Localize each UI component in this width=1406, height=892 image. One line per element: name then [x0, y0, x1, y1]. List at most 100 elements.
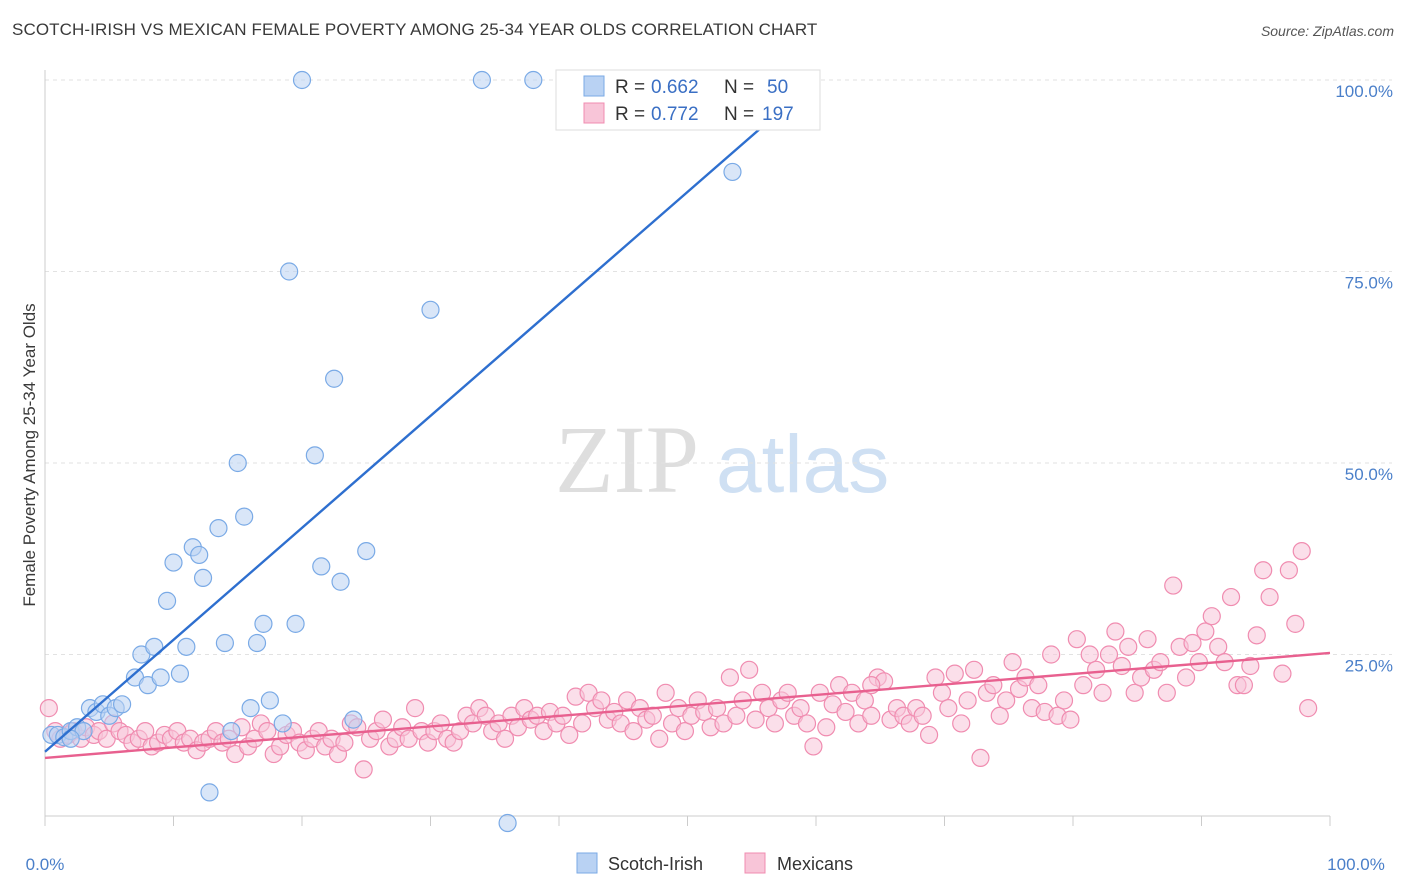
- trend-lines: [44, 79, 1331, 760]
- mexicans-point-175: [1164, 576, 1183, 595]
- mexicans-point-195: [1299, 699, 1318, 718]
- scotch-irish-point-11: [112, 695, 132, 714]
- scotch-irish-point-35: [280, 262, 299, 281]
- mexicans-point-159: [1061, 710, 1080, 729]
- scotch-irish-point-49: [61, 729, 80, 748]
- mexicans-point-178: [1183, 633, 1202, 653]
- mexicans-point-167: [1112, 656, 1131, 676]
- mexicans-point-162: [1080, 645, 1099, 664]
- mexicans-point-171: [1138, 630, 1157, 649]
- mexicans-point-150: [1003, 653, 1022, 672]
- mexicans-point-168: [1119, 637, 1138, 656]
- mexicans-point-186: [1234, 676, 1254, 695]
- mexicans-point-124: [836, 702, 855, 722]
- legend-n-value-2: 197: [762, 104, 794, 125]
- scotch-irish-points: [42, 70, 742, 833]
- mexicans-point-182: [1209, 637, 1228, 656]
- mexicans-point-148: [990, 706, 1009, 725]
- y-tick-label-100: 100.0%: [1335, 82, 1393, 101]
- scotch-irish-point-22: [190, 545, 209, 565]
- mexicans-point-109: [740, 660, 759, 679]
- scotch-irish-point-23: [193, 568, 213, 588]
- chart-title: SCOTCH-IRISH VS MEXICAN FEMALE POVERTY A…: [12, 20, 818, 39]
- y-tick-labels: 25.0% 50.0% 75.0% 100.0%: [1335, 82, 1393, 676]
- mexicans-point-161: [1074, 676, 1093, 695]
- scotch-irish-point-17: [157, 591, 177, 610]
- mexicans-point-128: [862, 706, 881, 725]
- mexicans-point-174: [1157, 683, 1176, 702]
- scotch-irish-point-38: [305, 446, 324, 465]
- mexicans-point-136: [913, 706, 932, 725]
- bottom-legend-swatch-scotch-irish: [576, 852, 598, 874]
- legend-box: R = 0.662 N = 50 R = 0.772 N = 197: [555, 69, 821, 131]
- mexicans-point-107: [727, 706, 746, 725]
- mexicans-point-34: [258, 721, 277, 741]
- y-tick-label-75: 75.0%: [1345, 274, 1393, 293]
- mexicans-point-142: [952, 714, 971, 733]
- mexicans-point-166: [1106, 622, 1125, 641]
- mexicans-point-194: [1292, 541, 1311, 561]
- mexicans-point-57: [405, 699, 425, 718]
- scotch-irish-point-28: [228, 453, 247, 473]
- mexicans-point-160: [1067, 630, 1086, 649]
- mexicans-point-46: [335, 733, 354, 752]
- mexicans-point-181: [1202, 607, 1221, 626]
- legend-n-label-2: N =: [724, 104, 754, 125]
- mexicans-point-139: [932, 683, 952, 702]
- mexicans-point-193: [1286, 614, 1305, 633]
- mexicans-point-83: [573, 714, 592, 733]
- mexicans-point-15: [136, 721, 155, 741]
- scotch-irish-point-32: [254, 614, 273, 633]
- mexicans-point-169: [1125, 683, 1144, 702]
- scotch-irish-point-30: [241, 699, 260, 718]
- mexicans-point-149: [997, 691, 1016, 710]
- mexicans-point-190: [1260, 587, 1279, 607]
- mexicans-point-119: [804, 737, 823, 756]
- mexicans-point-121: [817, 718, 836, 737]
- scotch-irish-point-46: [498, 813, 517, 833]
- mexicans-point-154: [1029, 676, 1048, 695]
- mexicans-point-165: [1099, 645, 1119, 664]
- mexicans-point-192: [1279, 561, 1298, 580]
- scotch-irish-point-16: [151, 668, 170, 687]
- scotch-irish-point-48: [723, 162, 742, 182]
- mexicans-point-156: [1042, 645, 1061, 664]
- mexicans-point-91: [624, 721, 643, 741]
- scotch-irish-point-31: [247, 633, 267, 653]
- scotch-irish-point-39: [312, 557, 331, 576]
- mexicans-point-110: [746, 710, 765, 729]
- scotch-irish-point-29: [235, 507, 254, 526]
- mexicans-point-106: [720, 668, 740, 687]
- source-label: Source: ZipAtlas.com: [1260, 23, 1394, 39]
- scotch-irish-point-41: [331, 572, 350, 591]
- bottom-legend-label-mexicans: Mexicans: [777, 854, 853, 874]
- mexicans-point-145: [971, 748, 990, 768]
- x-tick-label-max: 100.0%: [1327, 855, 1385, 874]
- scotch-irish-point-43: [357, 541, 376, 561]
- x-tick-label-min: 0.0%: [26, 855, 65, 874]
- mexicans-point-95: [650, 729, 669, 748]
- mexicans-point-111: [752, 683, 772, 702]
- legend-n-label-1: N =: [724, 77, 754, 98]
- y-axis-label: Female Poverty Among 25-34 Year Olds: [20, 303, 39, 606]
- scotch-irish-point-27: [222, 721, 241, 741]
- mexicans-point-96: [656, 683, 675, 702]
- mexicans-point-61: [431, 714, 450, 733]
- scotch-irish-point-34: [273, 714, 292, 733]
- scotch-irish-point-24: [200, 783, 219, 802]
- mexicans-trend-line: [44, 651, 1331, 760]
- legend-swatch-mexicans: [583, 102, 605, 124]
- scotch-irish-point-25: [209, 519, 228, 538]
- mexicans-point-118: [797, 714, 817, 733]
- mexicans-point-180: [1196, 622, 1215, 641]
- scotch-irish-trend-line: [44, 79, 817, 753]
- mexicans-point-143: [958, 691, 977, 710]
- scotch-irish-point-47: [524, 70, 543, 90]
- mexicans-point-127: [855, 691, 874, 710]
- scotch-irish-point-37: [292, 70, 312, 90]
- scotch-irish-point-26: [215, 633, 234, 653]
- scotch-irish-point-45: [472, 70, 491, 90]
- scotch-irish-point-40: [325, 369, 344, 388]
- mexicans-point-86: [592, 691, 611, 710]
